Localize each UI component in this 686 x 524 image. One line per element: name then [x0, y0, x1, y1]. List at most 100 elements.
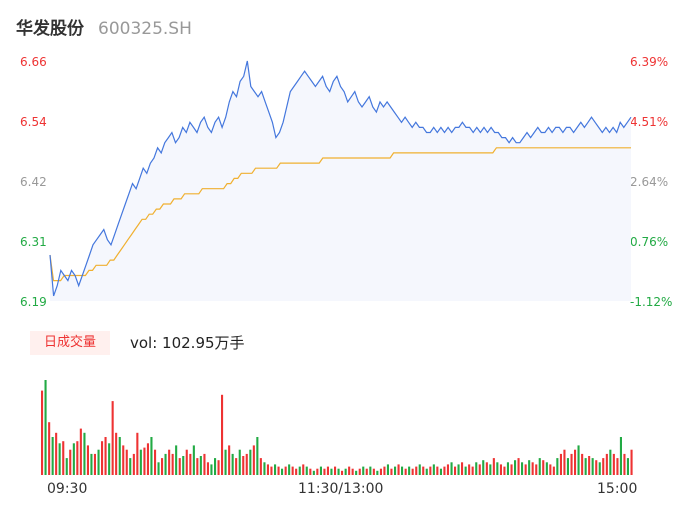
volume-bar [362, 466, 365, 475]
volume-bar [65, 458, 68, 475]
volume-bar [44, 380, 47, 475]
volume-bar [217, 460, 220, 475]
volume-bar [90, 453, 93, 475]
volume-bar [577, 445, 580, 475]
volume-bar [58, 443, 61, 475]
volume-bar [436, 466, 439, 475]
pct-label-0: 6.39% [630, 55, 669, 69]
volume-bar [425, 468, 428, 475]
volume-bar [182, 456, 185, 475]
volume-bar [298, 466, 301, 475]
volume-bar [319, 466, 322, 475]
volume-bar [178, 458, 181, 475]
volume-bar [206, 462, 209, 475]
volume-bar [256, 437, 259, 475]
volume-bar [266, 464, 269, 475]
volume-bar [330, 468, 333, 475]
volume-bar [277, 466, 280, 475]
volume-bar [612, 453, 615, 475]
volume-bar [326, 466, 329, 475]
pct-label-4: -1.12% [630, 295, 673, 309]
volume-bar [210, 464, 213, 475]
volume-bar [499, 464, 502, 475]
volume-bar [76, 441, 79, 475]
price-label-0: 6.66 [20, 55, 47, 69]
volume-bar [48, 422, 51, 475]
volume-bar [136, 432, 139, 475]
volume-bar [535, 464, 538, 475]
volume-bar [337, 468, 340, 475]
volume-bar [383, 466, 386, 475]
volume-bar [231, 453, 234, 475]
volume-bar [623, 453, 626, 475]
volume-bar [309, 468, 312, 475]
volume-bar [259, 458, 262, 475]
volume-bar [408, 466, 411, 475]
volume-bar [422, 466, 425, 475]
volume-bar [591, 458, 594, 475]
volume-bar [93, 453, 96, 475]
volume-bar [503, 466, 506, 475]
volume-bar [334, 466, 337, 475]
volume-bar [305, 466, 308, 475]
volume-bar [348, 466, 351, 475]
volume-bar [411, 468, 414, 475]
volume-bar [79, 428, 82, 475]
volume-bar [196, 458, 199, 475]
volume-bar [496, 462, 499, 475]
volume-bar [365, 468, 368, 475]
volume-bar [439, 468, 442, 475]
volume-bar [132, 453, 135, 475]
volume-bar [478, 464, 481, 475]
volume-bar [588, 456, 591, 475]
time-tick-open: 09:30 [47, 481, 88, 497]
volume-bar [379, 468, 382, 475]
volume-bar [192, 445, 195, 475]
volume-bar [552, 466, 555, 475]
volume-bar [404, 468, 407, 475]
volume-bar [609, 449, 612, 475]
volume-bar [432, 464, 435, 475]
volume-bar [492, 458, 495, 475]
volume-bar [605, 453, 608, 475]
volume-bar [468, 464, 471, 475]
pct-label-3: 0.76% [630, 235, 669, 249]
volume-bar [118, 437, 121, 475]
volume-bar [51, 437, 54, 475]
volume-bar [351, 468, 354, 475]
volume-bar [376, 470, 379, 475]
volume-bar [531, 462, 534, 475]
volume-bar [369, 466, 372, 475]
volume-bar [574, 449, 577, 475]
volume-bar [401, 466, 404, 475]
price-label-3: 6.31 [20, 235, 47, 249]
volume-bar [598, 462, 601, 475]
volume-bar [344, 468, 347, 475]
volume-bar [386, 464, 389, 475]
volume-bar [528, 460, 531, 475]
volume-bar [291, 466, 294, 475]
volume-bar [189, 453, 192, 475]
volume-bar [139, 449, 142, 475]
volume-bar [450, 462, 453, 475]
volume-bar [545, 462, 548, 475]
volume-bar [41, 390, 44, 475]
volume-bar [238, 449, 241, 475]
volume-bar [443, 466, 446, 475]
volume-bar [242, 456, 245, 475]
volume-bar [517, 458, 520, 475]
volume-bar [323, 468, 326, 475]
volume-bar [595, 460, 598, 475]
volume-bar [521, 462, 524, 475]
volume-bar [252, 445, 255, 475]
volume-bar [471, 466, 474, 475]
volume-bar [288, 464, 291, 475]
volume-bar [542, 460, 545, 475]
volume-bar [616, 458, 619, 475]
volume-bar [514, 460, 517, 475]
volume-bar [185, 449, 188, 475]
volume-bar [524, 464, 527, 475]
volume-bar [485, 462, 488, 475]
time-tick-close: 15:00 [597, 481, 638, 497]
volume-bar [341, 470, 344, 475]
